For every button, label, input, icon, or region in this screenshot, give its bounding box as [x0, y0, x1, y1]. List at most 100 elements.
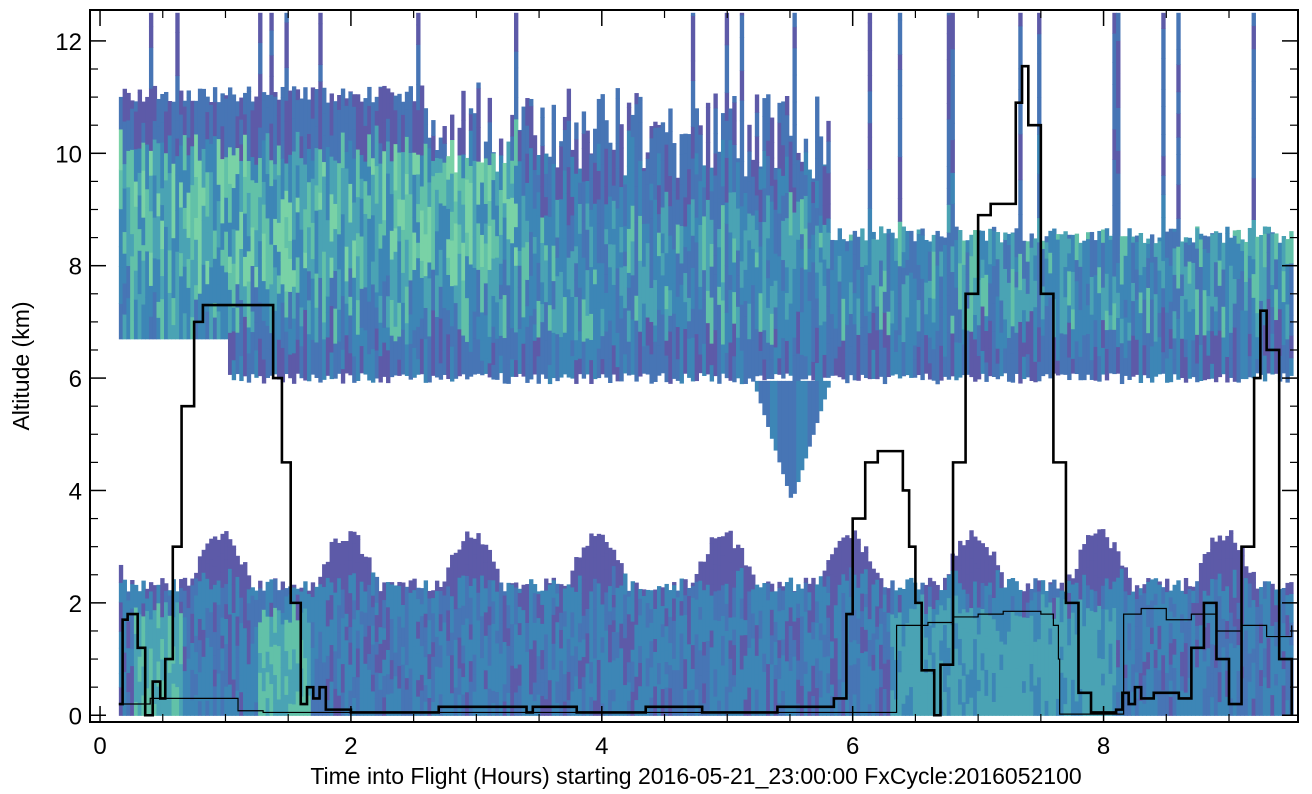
cloud-cell: [980, 608, 985, 627]
cloud-cell: [367, 353, 372, 381]
cloud-cell: [841, 250, 846, 277]
cloud-cell: [231, 187, 237, 230]
cloud-cell: [284, 162, 289, 191]
cloud-cell: [965, 673, 970, 704]
cloud-cell: [1191, 242, 1196, 263]
cloud-cell: [559, 297, 564, 338]
cloud-cell: [179, 587, 184, 602]
cloud-cell: [194, 133, 199, 178]
cloud-cell: [532, 236, 538, 254]
cloud-cell: [1270, 284, 1275, 308]
cloud-cell: [167, 594, 173, 616]
cloud-cell: [687, 690, 692, 716]
cloud-cell: [352, 308, 357, 357]
cloud-cell: [675, 590, 681, 598]
cloud-cell: [596, 143, 602, 171]
cloud-cell: [946, 232, 952, 276]
cloud-cell: [284, 216, 289, 249]
cloud-cell: [521, 343, 526, 377]
cloud-cell: [811, 638, 816, 666]
cloud-cell: [807, 583, 812, 593]
cloud-cell: [1003, 670, 1008, 688]
cloud-cell: [1037, 638, 1042, 661]
cloud-cell: [529, 147, 534, 189]
cloud-cell: [1119, 342, 1125, 385]
cloud-cell: [1225, 233, 1230, 282]
cloud-cell: [333, 343, 338, 379]
cloud-cell: [555, 680, 560, 704]
cloud-cell: [227, 87, 233, 115]
cloud-cell: [1285, 675, 1290, 701]
cloud-cell: [1078, 649, 1083, 677]
cloud-cell: [758, 638, 763, 661]
cloud-cell: [273, 702, 278, 716]
cloud-cell: [517, 588, 523, 594]
cloud-cell: [243, 639, 248, 662]
cloud-cell: [122, 187, 127, 233]
cloud-cell: [318, 317, 323, 348]
cloud-cell: [141, 665, 146, 696]
cloud-cell: [1055, 234, 1061, 240]
cloud-cell: [367, 133, 372, 167]
cloud-cell: [589, 359, 594, 384]
cloud-cell: [171, 683, 176, 697]
cloud-cell: [570, 196, 575, 216]
cloud-cell: [551, 686, 556, 716]
cloud-cell: [822, 599, 827, 619]
cloud-cell: [788, 606, 794, 626]
cloud-cell: [258, 240, 263, 275]
cloud-cell: [1131, 242, 1136, 283]
cloud-cell: [1202, 660, 1208, 673]
cloud-cell: [491, 295, 496, 327]
cloud-cell: [871, 689, 876, 716]
cloud-cell: [216, 310, 222, 340]
cloud-cell: [307, 695, 312, 716]
cloud-cell: [1191, 602, 1196, 616]
cloud-cell: [683, 196, 688, 227]
cloud-cell: [732, 101, 737, 122]
cloud-cell: [672, 190, 677, 216]
cloud-cell: [754, 689, 760, 716]
cloud-cell: [220, 669, 225, 697]
cloud-cell: [581, 547, 587, 550]
cloud-cell: [1165, 257, 1170, 285]
cloud-cell: [325, 102, 331, 148]
cloud-cell: [370, 595, 376, 608]
cloud-cell: [235, 592, 240, 617]
cloud-cell: [491, 702, 496, 716]
cloud-cell: [641, 303, 647, 347]
cloud-cell: [973, 686, 978, 716]
cloud-cell: [1149, 261, 1155, 300]
cloud-cell: [1161, 58, 1166, 90]
cloud-cell: [705, 107, 711, 143]
cloud-cell: [269, 616, 274, 633]
cloud-cell: [465, 178, 470, 196]
cloud-cell: [589, 209, 594, 227]
cloud-cell: [961, 240, 967, 265]
cloud-cell: [307, 181, 312, 204]
cloud-cell: [359, 235, 365, 271]
cloud-cell: [743, 593, 748, 608]
cloud-cell: [1010, 675, 1016, 696]
cloud-cell: [239, 97, 244, 120]
cloud-cell: [950, 245, 955, 273]
cloud-cell: [1014, 581, 1019, 595]
cloud-cell: [826, 305, 831, 344]
cloud-cell: [1018, 25, 1023, 70]
cloud-cell: [717, 160, 722, 199]
cloud-cell: [258, 12, 263, 43]
cloud-cell: [359, 121, 365, 156]
cloud-cell: [1104, 329, 1110, 349]
cloud-cell: [1003, 318, 1008, 349]
cloud-cell: [589, 266, 594, 314]
cloud-cell: [751, 689, 756, 716]
cloud-cell: [310, 647, 316, 675]
cloud-cell: [1229, 357, 1234, 378]
cloud-cell: [747, 687, 752, 716]
cloud-cell: [1082, 597, 1087, 627]
cloud-cell: [634, 186, 639, 223]
cloud-cell: [235, 229, 240, 263]
cloud-cell: [224, 231, 229, 273]
cloud-cell: [1157, 336, 1162, 375]
cloud-cell: [212, 302, 218, 318]
